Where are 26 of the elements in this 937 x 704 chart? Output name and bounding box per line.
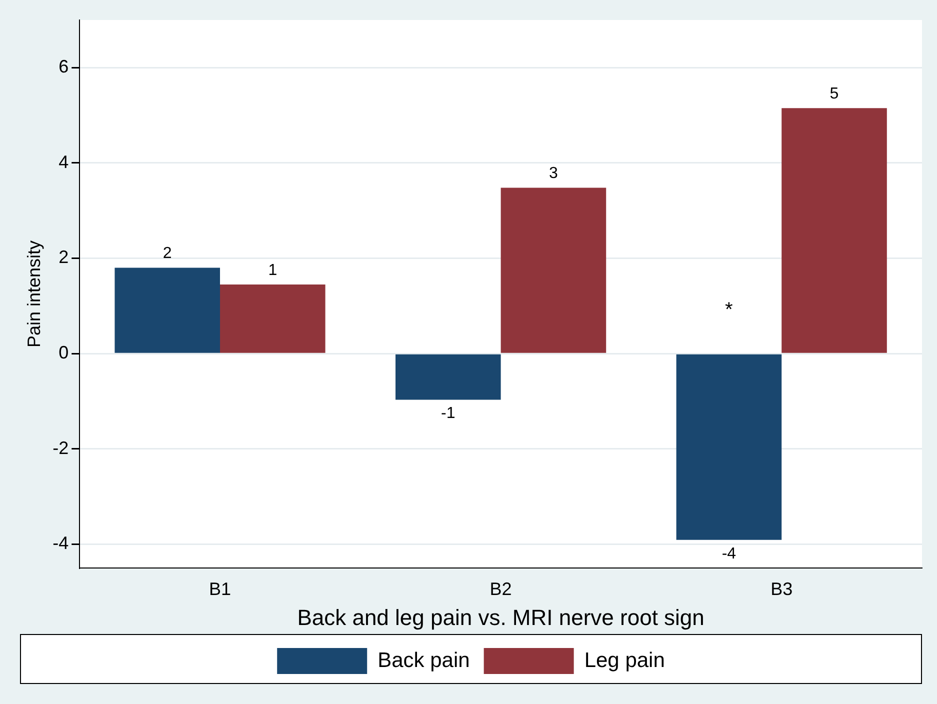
x-tick-label: B1 [208, 578, 232, 599]
y-tick-label: -2 [52, 438, 69, 458]
data-label: -4 [722, 545, 736, 562]
bar [396, 354, 501, 400]
data-label: 5 [830, 86, 839, 103]
y-axis-title: Pain intensity [24, 240, 44, 348]
y-tick-label: 6 [58, 56, 69, 77]
data-label: 2 [162, 245, 172, 262]
x-tick-label: B3 [770, 578, 793, 599]
x-tick-label: B2 [490, 578, 512, 599]
bar [676, 354, 782, 540]
y-tick-label: -4 [52, 533, 69, 554]
bar [782, 108, 887, 353]
bar [500, 188, 606, 353]
data-label: -1 [441, 405, 456, 422]
y-tick-label: 4 [58, 152, 69, 172]
legend-label: Back pain [378, 648, 470, 672]
data-label: 3 [549, 165, 558, 182]
bar [114, 268, 220, 353]
data-label: 1 [268, 262, 278, 279]
y-tick-label: 2 [58, 247, 69, 268]
y-tick-label: 0 [58, 342, 69, 363]
legend-label: Leg pain [584, 648, 665, 672]
bar [220, 284, 326, 353]
annotation: * [725, 299, 734, 322]
x-axis-title: Back and leg pain vs. MRI nerve root sign [297, 604, 704, 630]
